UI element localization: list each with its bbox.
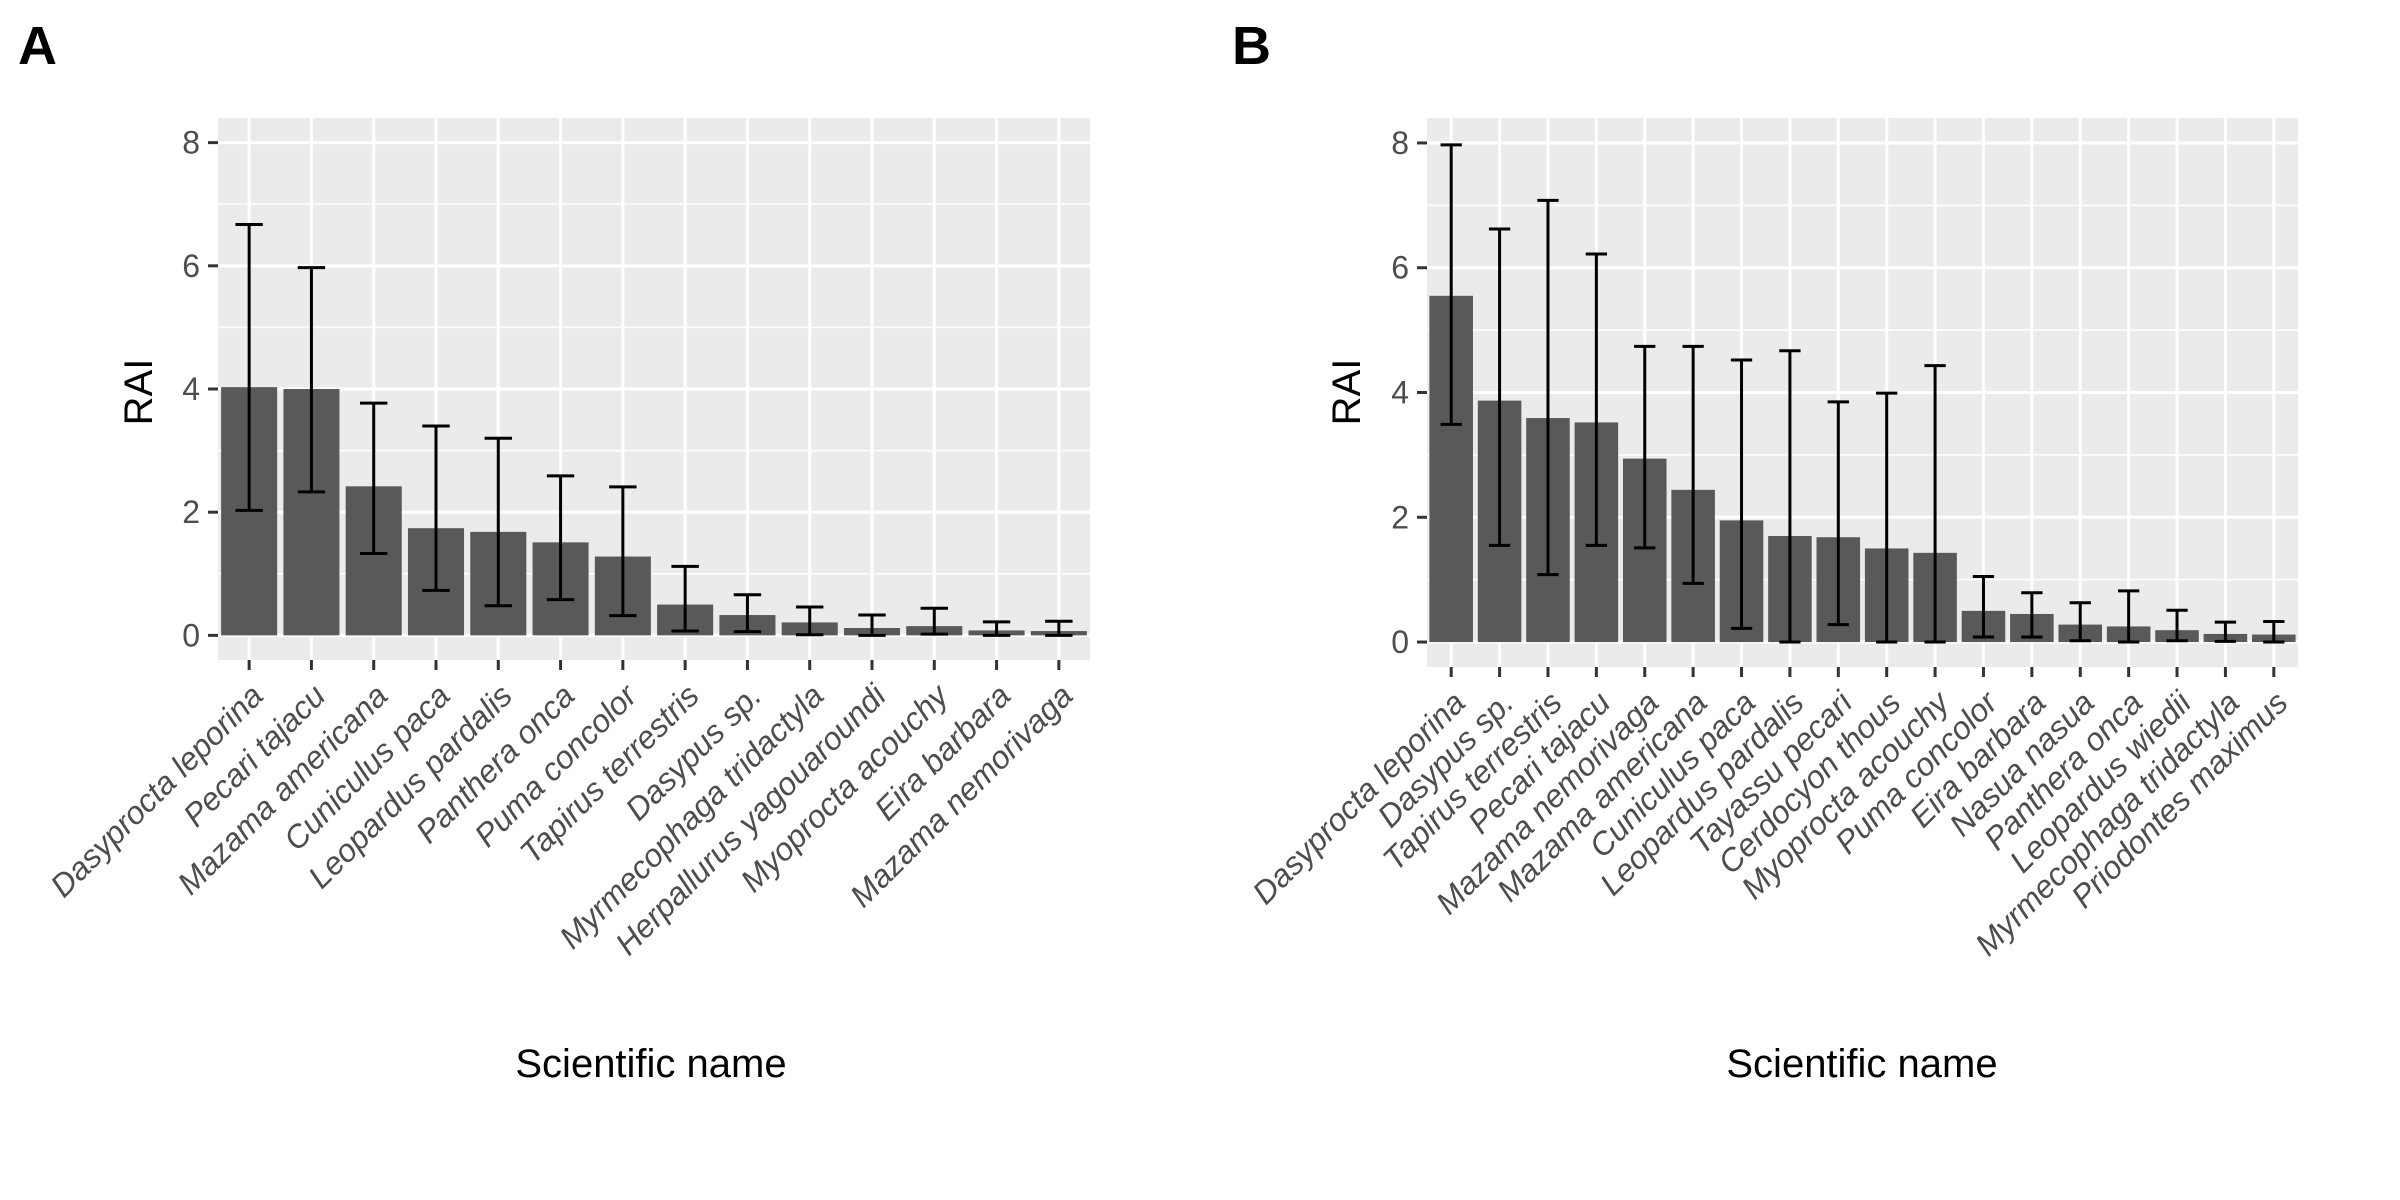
error-bar-a-1 <box>297 266 326 494</box>
error-bar-b-1 <box>1488 227 1511 547</box>
error-bar-b-11 <box>1972 575 1995 639</box>
error-bar-b-17 <box>2263 619 2285 644</box>
panel-a-y-axis-title: RAI <box>117 359 161 426</box>
error-bar-b-5 <box>1682 344 1704 585</box>
error-bar-b-4 <box>1634 344 1656 550</box>
y-tick-label-b-0: 0 <box>1391 624 1409 660</box>
y-tick-label-b-6: 6 <box>1391 250 1409 286</box>
y-tick-label-b-8: 8 <box>1391 125 1409 161</box>
error-bars <box>1440 143 2285 644</box>
panel-a-tag: A <box>18 16 57 76</box>
error-bar-a-12 <box>982 620 1011 637</box>
error-bar-a-13 <box>1045 619 1073 637</box>
y-tick-label-a-0: 0 <box>182 617 200 653</box>
y-axis: 0 2 4 6 8 <box>1391 125 1427 660</box>
error-bar-a-7 <box>671 564 699 633</box>
error-bar-b-10 <box>1924 364 1946 644</box>
error-bar-b-9 <box>1876 391 1898 644</box>
error-bar-b-7 <box>1779 349 1801 644</box>
error-bar-b-16 <box>2214 620 2237 643</box>
error-bar-a-2 <box>360 401 388 555</box>
error-bar-a-9 <box>796 605 824 637</box>
y-tick-label-b-4: 4 <box>1391 375 1409 411</box>
y-tick-label-b-2: 2 <box>1391 499 1409 535</box>
y-tick-label-a-2: 2 <box>182 494 200 530</box>
error-bar-b-13 <box>2069 601 2091 643</box>
error-bar-a-4 <box>484 436 512 608</box>
y-tick-label-a-8: 8 <box>182 125 200 161</box>
error-bar-b-3 <box>1585 252 1608 547</box>
error-bar-b-6 <box>1730 358 1753 630</box>
error-bar-a-10 <box>858 613 886 637</box>
error-bar-a-11 <box>920 606 948 636</box>
error-bar-b-14 <box>2117 589 2140 644</box>
error-bar-b-15 <box>2166 608 2188 643</box>
error-bar-a-0 <box>235 223 263 512</box>
panel-a-x-axis-title: Scientific name <box>515 1042 786 1086</box>
error-bar-b-2 <box>1537 198 1559 577</box>
panel-b-y-axis-title: RAI <box>1325 359 1369 426</box>
error-bar-a-3 <box>422 424 450 592</box>
error-bar-a-6 <box>609 485 637 618</box>
error-bar-b-0 <box>1440 143 1462 426</box>
panel-b-x-axis-title: Scientific name <box>1726 1042 1997 1086</box>
error-bar-b-8 <box>1827 400 1849 627</box>
error-bar-b-12 <box>2021 591 2043 639</box>
error-bar-a-5 <box>546 474 575 602</box>
y-axis: 0 2 4 6 8 <box>182 125 218 653</box>
panel-b-tag: B <box>1232 16 1271 76</box>
y-tick-label-a-6: 6 <box>182 248 200 284</box>
error-bars <box>235 223 1073 637</box>
y-tick-label-a-4: 4 <box>182 371 200 407</box>
error-bar-a-8 <box>733 593 762 634</box>
